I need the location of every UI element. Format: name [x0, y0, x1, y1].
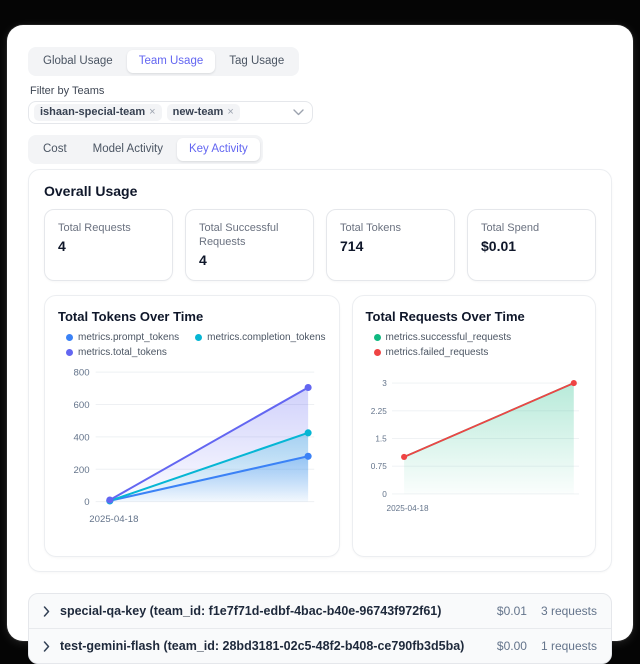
svg-text:200: 200	[74, 465, 90, 476]
stat-label: Total Tokens	[340, 222, 401, 234]
team-select[interactable]: ishaan-special-team × new-team ×	[28, 101, 313, 124]
stat-value: $0.01	[481, 238, 517, 254]
legend-label: metrics.prompt_tokens	[78, 332, 180, 343]
legend-item: metrics.failed_requests	[373, 347, 489, 358]
tab-cost[interactable]: Cost	[43, 143, 67, 155]
stat-value: 714	[340, 238, 364, 254]
key-spend: $0.00	[496, 639, 527, 653]
usage-dashboard-panel: Global Usage Team Usage Tag Usage Filter…	[7, 25, 633, 664]
stat-label: Total Spend	[481, 222, 540, 234]
requests-chart-legend: metrics.successful_requests metrics.fail…	[366, 332, 582, 358]
svg-text:400: 400	[74, 432, 90, 443]
legend-item: metrics.successful_requests	[373, 332, 512, 343]
legend-label: metrics.failed_requests	[385, 347, 489, 358]
legend-dot-icon	[66, 334, 73, 341]
key-row-special-qa-key[interactable]: special-qa-key (team_id: f1e7f71d-edbf-4…	[29, 594, 611, 628]
legend-dot-icon	[373, 349, 381, 356]
svg-text:2.25: 2.25	[370, 407, 386, 416]
svg-text:600: 600	[74, 400, 90, 411]
svg-text:3: 3	[382, 379, 387, 388]
remove-tag-icon[interactable]: ×	[227, 106, 234, 118]
team-tag[interactable]: new-team ×	[166, 104, 240, 121]
requests-over-time-card: Total Requests Over Time metrics.success…	[351, 295, 596, 557]
svg-text:2025-04-18: 2025-04-18	[386, 504, 428, 513]
svg-text:1.5: 1.5	[375, 435, 387, 444]
stat-value: 4	[199, 252, 207, 268]
tokens-chart-title: Total Tokens Over Time	[58, 309, 204, 324]
legend-item: metrics.completion_tokens	[195, 332, 326, 343]
svg-text:2025-04-18: 2025-04-18	[89, 514, 138, 525]
svg-text:0.75: 0.75	[370, 462, 386, 471]
chevron-down-icon[interactable]	[293, 109, 304, 116]
key-row-test-gemini-flash[interactable]: test-gemini-flash (team_id: 28bd3181-02c…	[29, 628, 611, 663]
svg-text:0: 0	[84, 497, 89, 508]
key-spend: $0.01	[496, 604, 527, 618]
stat-label: Total Successful Requests	[199, 222, 279, 248]
key-name: test-gemini-flash (team_id: 28bd3181-02c…	[60, 639, 465, 653]
stat-label: Total Requests	[58, 222, 131, 234]
overall-usage-title: Overall Usage	[44, 183, 138, 199]
tokens-chart-legend: metrics.prompt_tokens metrics.completion…	[58, 332, 326, 358]
overall-usage-card: Overall Usage Total Requests 4 Total Suc…	[28, 169, 612, 572]
tab-global-usage[interactable]: Global Usage	[43, 55, 113, 67]
remove-tag-icon[interactable]: ×	[149, 106, 156, 118]
requests-area-chart: 0 0.75 1.5 2.25 3 2025-04-18	[370, 379, 579, 513]
legend-item: metrics.prompt_tokens	[66, 332, 179, 343]
legend-dot-icon	[66, 349, 73, 356]
chevron-right-icon	[43, 640, 50, 652]
filter-by-teams-label: Filter by Teams	[30, 85, 105, 97]
charts-row: Total Tokens Over Time metrics.prompt_to…	[44, 295, 596, 557]
legend-label: metrics.total_tokens	[78, 347, 167, 358]
tab-model-activity[interactable]: Model Activity	[92, 143, 163, 155]
legend-label: metrics.successful_requests	[385, 332, 512, 343]
stat-total-tokens: Total Tokens 714	[326, 209, 455, 281]
legend-dot-icon	[373, 334, 381, 341]
legend-label: metrics.completion_tokens	[207, 332, 326, 343]
key-list: special-qa-key (team_id: f1e7f71d-edbf-4…	[28, 593, 612, 664]
tab-tag-usage[interactable]: Tag Usage	[229, 55, 285, 67]
team-tag-label: ishaan-special-team	[40, 106, 146, 118]
activity-tabs: Cost Model Activity Key Activity	[28, 135, 263, 164]
legend-item: metrics.total_tokens	[66, 347, 167, 358]
key-request-count: 3 requests	[540, 604, 597, 618]
legend-dot-icon	[195, 334, 203, 341]
stat-total-requests: Total Requests 4	[44, 209, 173, 281]
svg-text:800: 800	[74, 368, 90, 379]
key-name: special-qa-key (team_id: f1e7f71d-edbf-4…	[60, 604, 442, 618]
tab-team-usage[interactable]: Team Usage	[126, 50, 216, 73]
requests-chart-title: Total Requests Over Time	[365, 309, 525, 324]
tokens-over-time-card: Total Tokens Over Time metrics.prompt_to…	[44, 295, 340, 557]
usage-scope-tabs: Global Usage Team Usage Tag Usage	[28, 47, 300, 76]
team-tag-label: new-team	[172, 106, 224, 118]
stat-value: 4	[58, 238, 66, 254]
key-request-count: 1 requests	[540, 639, 597, 653]
team-tag[interactable]: ishaan-special-team ×	[34, 104, 162, 121]
stat-total-spend: Total Spend $0.01	[467, 209, 596, 281]
stat-total-successful-requests: Total Successful Requests 4	[185, 209, 314, 281]
svg-text:0: 0	[382, 490, 387, 499]
tokens-area-chart: 0 200 400 600 800 2025-04-18	[74, 368, 315, 525]
tab-key-activity[interactable]: Key Activity	[176, 138, 260, 161]
chevron-right-icon	[43, 605, 50, 617]
stat-cards-row: Total Requests 4 Total Successful Reques…	[44, 209, 596, 281]
